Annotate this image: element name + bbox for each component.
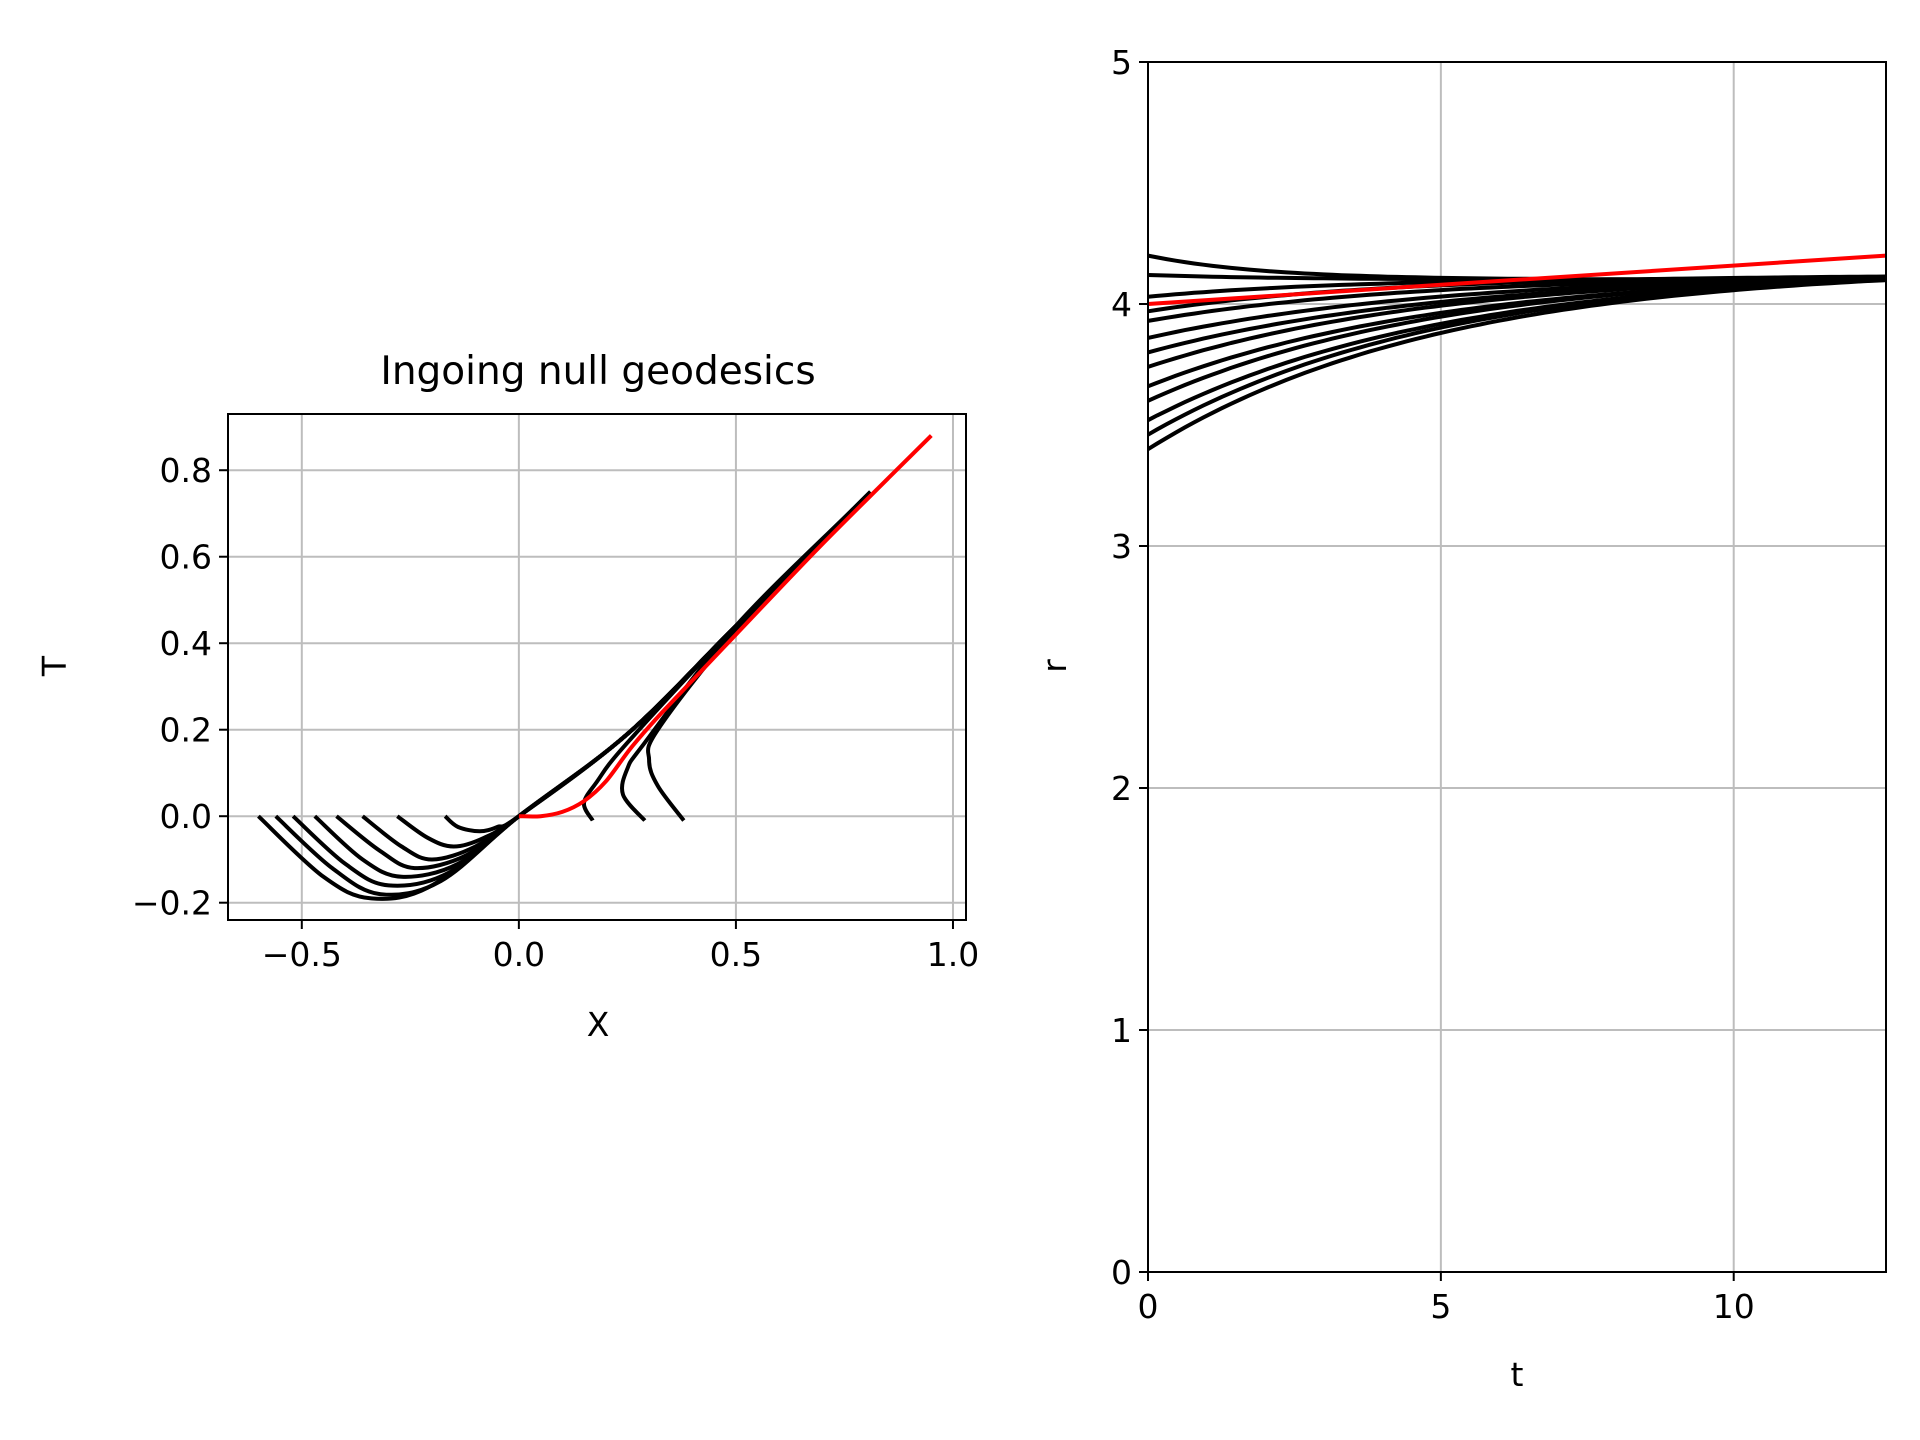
right-y-tick-label: 2 — [1111, 769, 1132, 808]
right-y-tick-label: 0 — [1111, 1253, 1132, 1292]
left-chart-title: Ingoing null geodesics — [380, 349, 815, 394]
left-x-tick-label: 1.0 — [927, 935, 979, 974]
left-series — [257, 434, 933, 901]
right-series — [1146, 253, 1887, 451]
right-chart: 0 5 10 0 1 2 3 4 5 t r — [1035, 43, 1887, 1394]
left-x-tick-label: 0.5 — [710, 935, 762, 974]
left-chart: −0.5 0.0 0.5 1.0 −0.2 0.0 0.2 0.4 0.6 0.8 Ingoing… — [35, 349, 979, 1044]
right-red-series-line — [1147, 253, 1887, 306]
right-ticks: 0 5 10 0 1 2 3 4 5 — [1111, 43, 1755, 1326]
right-y-tick-label: 1 — [1111, 1011, 1132, 1050]
left-ticks: −0.5 0.0 0.5 1.0 −0.2 0.0 0.2 0.4 0.6 0.8 — [132, 451, 979, 974]
left-x-tick-label: 0.0 — [493, 935, 545, 974]
left-y-tick-label: −0.2 — [132, 884, 212, 923]
right-plot-frame — [1147, 61, 1887, 1273]
right-black-series-line-9 — [1147, 276, 1887, 403]
right-x-tick-label: 10 — [1713, 1287, 1755, 1326]
right-y-axis-label: r — [1035, 659, 1074, 673]
left-y-tick-label: 0.6 — [160, 538, 212, 577]
right-x-tick-label: 5 — [1430, 1287, 1451, 1326]
left-red-series-line — [518, 434, 933, 819]
left-plot-frame — [227, 413, 967, 921]
left-black-series-line-10 — [646, 512, 851, 822]
left-x-tick-label: −0.5 — [262, 935, 342, 974]
left-black-series-line-9 — [620, 507, 855, 822]
right-y-tick-label: 5 — [1111, 43, 1132, 82]
right-y-tick-label: 4 — [1111, 285, 1132, 324]
right-x-axis-label: t — [1511, 1355, 1524, 1394]
right-y-tick-label: 3 — [1111, 527, 1132, 566]
right-black-series-line-7 — [1147, 275, 1887, 369]
left-y-axis-label: T — [35, 655, 74, 677]
left-y-tick-label: 0.2 — [160, 711, 212, 750]
left-y-tick-label: 0.4 — [160, 624, 212, 663]
right-x-tick-label: 0 — [1138, 1287, 1159, 1326]
left-y-tick-label: 0.0 — [160, 797, 212, 836]
right-black-series-line-12 — [1146, 278, 1887, 451]
left-x-axis-label: X — [587, 1005, 610, 1044]
left-y-tick-label: 0.8 — [160, 451, 212, 490]
left-grid — [228, 414, 966, 920]
